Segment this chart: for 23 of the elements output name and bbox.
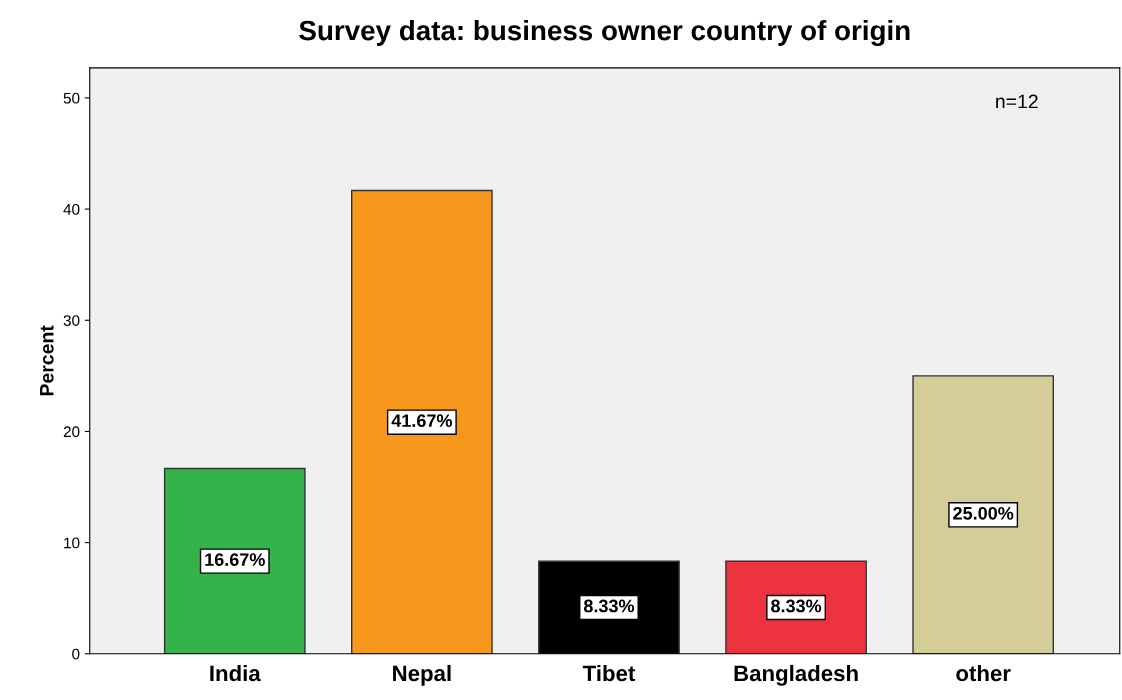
bar xyxy=(912,375,1055,654)
x-tick-label: Tibet xyxy=(582,664,636,682)
x-tick-label: India xyxy=(210,664,261,682)
bar xyxy=(163,467,306,654)
annotation: n=12 xyxy=(996,94,1038,109)
bar xyxy=(725,560,867,654)
y-tick-label: 40 xyxy=(63,203,80,215)
data-label: 41.67% xyxy=(391,414,453,428)
x-tick-label: other xyxy=(956,664,1011,682)
y-tick-label: 10 xyxy=(64,537,80,549)
data-label: 25.00% xyxy=(953,506,1014,520)
y-axis-title: Percent xyxy=(40,325,54,396)
chart-title: Survey data: business owner country of origin xyxy=(299,19,910,47)
x-tick-label: Bangladesh xyxy=(734,664,858,686)
y-tick-label: 20 xyxy=(63,426,80,438)
y-tick-label: 50 xyxy=(63,92,80,104)
data-label: 8.33% xyxy=(771,599,822,613)
y-tick-label: 0 xyxy=(72,648,80,660)
bar xyxy=(351,189,493,654)
x-tick-label: Nepal xyxy=(393,664,451,686)
data-label: 8.33% xyxy=(583,599,635,613)
y-tick-label: 30 xyxy=(63,315,80,326)
data-label: 16.67% xyxy=(205,553,265,566)
